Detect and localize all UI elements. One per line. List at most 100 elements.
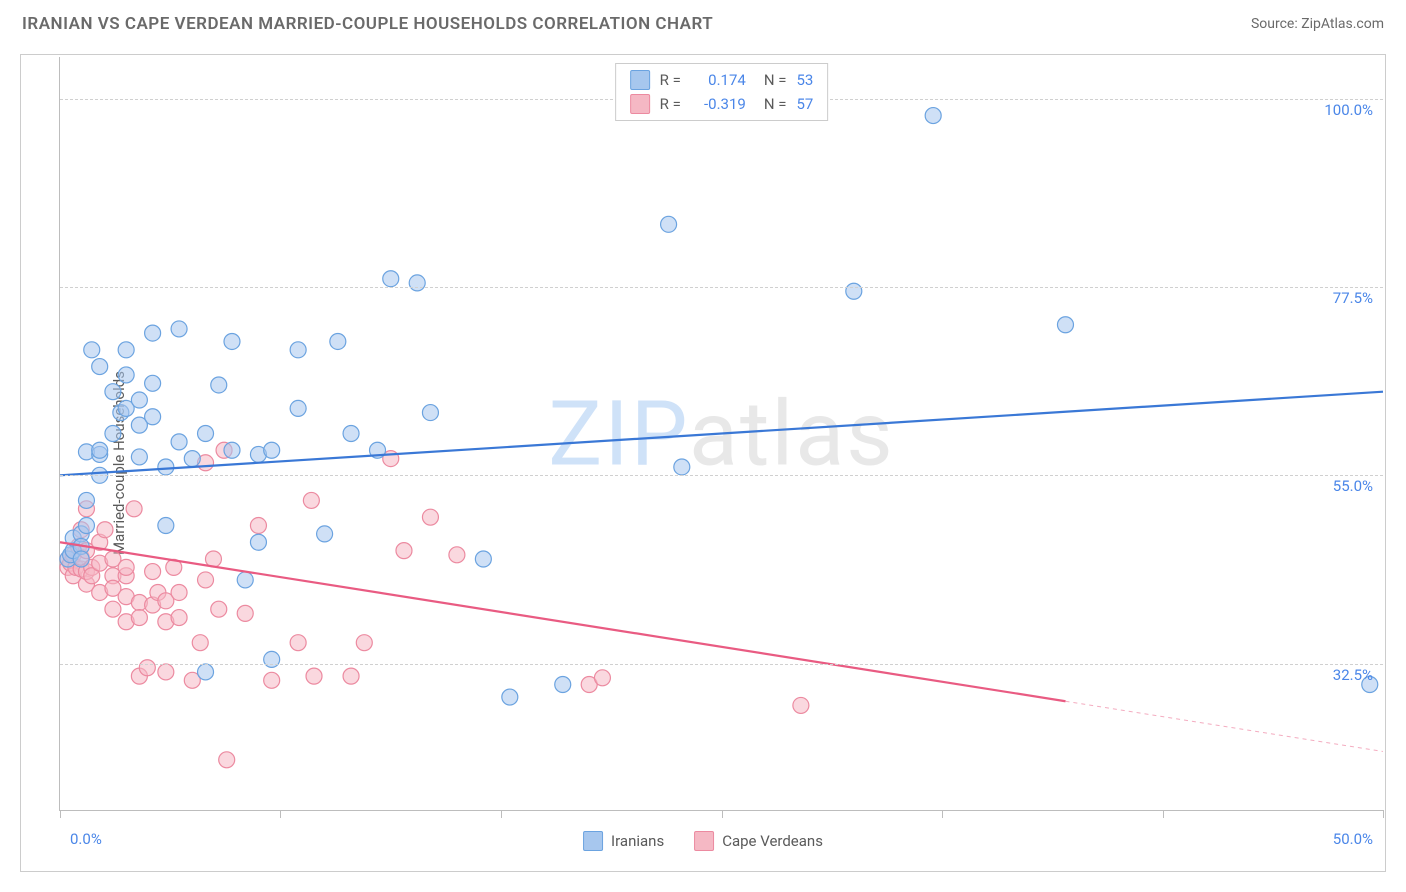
legend-row: R = -0.319 N = 57 xyxy=(616,92,828,116)
data-point xyxy=(674,459,690,475)
n-label: N = xyxy=(764,95,787,113)
gridline xyxy=(60,664,1383,665)
series-legend: Iranians Cape Verdeans xyxy=(583,831,823,851)
data-point xyxy=(184,451,200,467)
data-point xyxy=(555,677,571,693)
x-tick xyxy=(501,810,502,818)
x-tick xyxy=(942,810,943,818)
data-point xyxy=(145,325,161,341)
data-point xyxy=(92,442,108,458)
data-point xyxy=(97,522,113,538)
data-point xyxy=(118,342,134,358)
data-point xyxy=(105,426,121,442)
legend-row: R = 0.174 N = 53 xyxy=(616,68,828,92)
chart-title: IRANIAN VS CAPE VERDEAN MARRIED-COUPLE H… xyxy=(22,14,713,34)
r-label: R = xyxy=(660,95,681,113)
data-point xyxy=(317,526,333,542)
n-value: 57 xyxy=(796,95,813,113)
x-tick xyxy=(1383,810,1384,818)
data-point xyxy=(139,660,155,676)
data-point xyxy=(192,635,208,651)
data-point xyxy=(158,459,174,475)
plot-area: ZIPatlas R =0.174N =53R =-0.319N =57 32.… xyxy=(59,57,1383,811)
data-point xyxy=(409,275,425,291)
data-point xyxy=(250,518,266,534)
y-tick-label: 32.5% xyxy=(1333,666,1373,684)
scatter-svg xyxy=(60,57,1383,810)
legend-label: Cape Verdeans xyxy=(722,832,823,850)
legend-label: Iranians xyxy=(611,832,664,850)
data-point xyxy=(846,283,862,299)
legend-swatch xyxy=(630,70,650,90)
x-tick xyxy=(722,810,723,818)
trend-line-dashed xyxy=(1065,701,1383,751)
data-point xyxy=(264,442,280,458)
data-point xyxy=(475,551,491,567)
data-point xyxy=(198,664,214,680)
data-point xyxy=(171,434,187,450)
data-point xyxy=(383,271,399,287)
trend-line xyxy=(60,392,1383,476)
legend-item: Iranians xyxy=(583,831,664,851)
data-point xyxy=(449,547,465,563)
data-point xyxy=(303,492,319,508)
gridline xyxy=(60,287,1383,288)
data-point xyxy=(171,321,187,337)
data-point xyxy=(145,564,161,580)
x-tick-label: 50.0% xyxy=(1333,830,1373,848)
x-tick xyxy=(60,810,61,818)
data-point xyxy=(78,492,94,508)
chart-frame: Married-couple Households ZIPatlas R =0.… xyxy=(20,54,1386,872)
data-point xyxy=(84,342,100,358)
data-point xyxy=(171,584,187,600)
legend-swatch xyxy=(583,831,603,851)
data-point xyxy=(171,610,187,626)
data-point xyxy=(224,442,240,458)
data-point xyxy=(1057,317,1073,333)
data-point xyxy=(306,668,322,684)
data-point xyxy=(237,572,253,588)
data-point xyxy=(198,572,214,588)
data-point xyxy=(264,672,280,688)
data-point xyxy=(343,426,359,442)
data-point xyxy=(290,635,306,651)
y-tick-label: 55.0% xyxy=(1333,477,1373,495)
data-point xyxy=(290,342,306,358)
data-point xyxy=(73,551,89,567)
data-point xyxy=(105,384,121,400)
data-point xyxy=(198,426,214,442)
data-point xyxy=(237,605,253,621)
data-point xyxy=(925,108,941,124)
data-point xyxy=(250,534,266,550)
data-point xyxy=(105,601,121,617)
n-value: 53 xyxy=(796,71,813,89)
data-point xyxy=(396,543,412,559)
r-value: -0.319 xyxy=(691,95,746,113)
data-point xyxy=(793,697,809,713)
gridline xyxy=(60,475,1383,476)
data-point xyxy=(502,689,518,705)
data-point xyxy=(219,752,235,768)
data-point xyxy=(118,559,134,575)
data-point xyxy=(158,518,174,534)
r-value: 0.174 xyxy=(691,71,746,89)
data-point xyxy=(594,670,610,686)
n-label: N = xyxy=(764,71,787,89)
y-tick-label: 77.5% xyxy=(1333,289,1373,307)
x-tick xyxy=(280,810,281,818)
source-label: Source: ZipAtlas.com xyxy=(1251,16,1384,32)
data-point xyxy=(211,601,227,617)
data-point xyxy=(356,635,372,651)
data-point xyxy=(145,375,161,391)
data-point xyxy=(290,400,306,416)
data-point xyxy=(131,610,147,626)
data-point xyxy=(126,501,142,517)
data-point xyxy=(224,333,240,349)
data-point xyxy=(661,216,677,232)
x-tick xyxy=(1163,810,1164,818)
data-point xyxy=(92,359,108,375)
y-tick-label: 100.0% xyxy=(1324,101,1373,119)
data-point xyxy=(118,367,134,383)
r-label: R = xyxy=(660,71,681,89)
data-point xyxy=(264,651,280,667)
